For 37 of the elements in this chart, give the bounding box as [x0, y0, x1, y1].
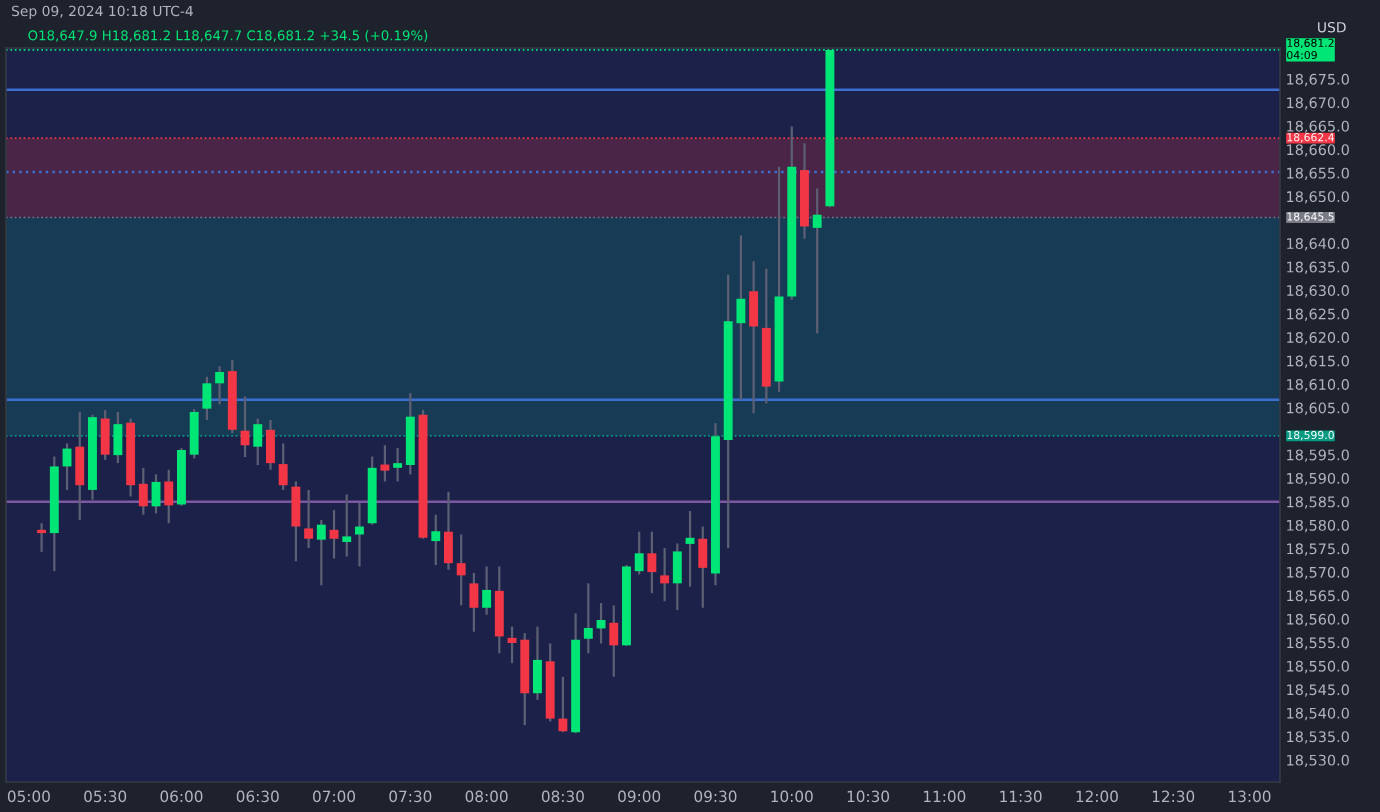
candlestick [660, 547, 670, 603]
candlestick [672, 542, 682, 612]
candlestick [278, 442, 288, 492]
candlestick [329, 508, 339, 560]
candlestick [202, 375, 212, 422]
candlestick [189, 408, 199, 460]
candlestick [583, 582, 593, 655]
candlestick [164, 468, 174, 525]
candlestick [380, 444, 390, 483]
candlestick [393, 447, 403, 483]
candlestick [100, 408, 110, 461]
candlestick [342, 493, 352, 558]
candlestick [456, 533, 466, 607]
candlestick [266, 418, 275, 471]
candlestick [647, 530, 657, 595]
candlestick [215, 365, 225, 406]
candlestick [113, 410, 123, 465]
candlestick [253, 417, 263, 467]
candlestick [75, 410, 85, 522]
candlestick [431, 513, 441, 567]
candlestick [494, 565, 504, 655]
candlestick [749, 260, 759, 415]
candlestick [634, 530, 644, 576]
candlestick [138, 466, 148, 516]
candlestick [558, 675, 568, 734]
candlestick [304, 488, 314, 550]
candlestick [533, 625, 542, 701]
candlestick [316, 518, 326, 587]
candlestick [469, 571, 479, 633]
candlestick [609, 604, 619, 678]
candlestick [291, 480, 301, 563]
candlestick [812, 187, 822, 335]
candlestick [482, 565, 492, 616]
candlestick [355, 501, 364, 568]
candlestick [444, 490, 453, 571]
candlestick [698, 525, 708, 609]
candlestick [37, 522, 47, 553]
